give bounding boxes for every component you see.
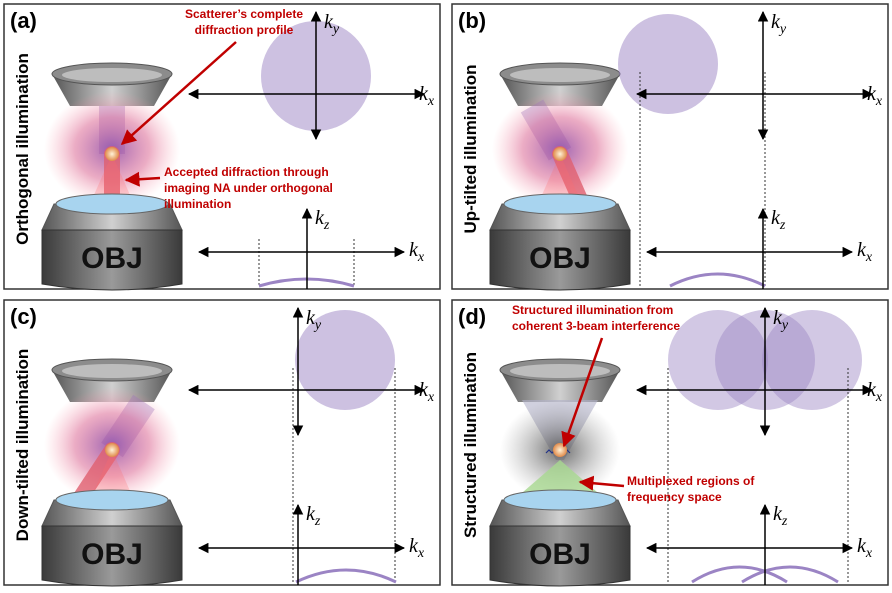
objective-lens bbox=[56, 490, 168, 510]
axis-label: kz bbox=[306, 503, 321, 529]
axis-label-sub: z bbox=[779, 218, 786, 233]
objective-cup-inner bbox=[510, 68, 610, 82]
scatterer bbox=[105, 147, 119, 161]
annotation-line: frequency space bbox=[627, 490, 722, 504]
annotation: Multiplexed regions of frequency space bbox=[627, 474, 755, 504]
ewald-arc bbox=[670, 274, 765, 286]
axis-label: kz bbox=[315, 207, 330, 233]
objective-lens bbox=[504, 490, 616, 510]
side-label: Orthogonal illumination bbox=[13, 53, 32, 245]
panel: OBJ (b) Up-tilted illumination ky kx kz kx bbox=[452, 4, 888, 290]
axis-label: kx bbox=[409, 535, 425, 561]
axis-label-sub: x bbox=[865, 546, 873, 561]
objective-cup-inner bbox=[510, 364, 610, 378]
side-label: Structured illumination bbox=[461, 352, 480, 538]
axis-label-sub: x bbox=[427, 390, 435, 405]
side-label: Up-tilted illumination bbox=[461, 64, 480, 233]
axis-label-sub: x bbox=[875, 94, 883, 109]
annotation: Structured illumination from coherent 3-b… bbox=[512, 303, 680, 333]
annotation: Accepted diffraction through imaging NA u… bbox=[164, 165, 333, 211]
axis-label-sub: x bbox=[875, 390, 883, 405]
axis-label: kz bbox=[773, 503, 788, 529]
axis-label-sub: y bbox=[778, 22, 787, 37]
axis-label: kx bbox=[419, 83, 435, 109]
annotation-line: Multiplexed regions of bbox=[627, 474, 755, 488]
side-label: Down-tilted illumination bbox=[13, 349, 32, 542]
panel: OBJ(a)Orthogonal illuminationkykxkzkxSca… bbox=[4, 4, 440, 290]
axis-label-sub: z bbox=[314, 514, 321, 529]
pupil-disk bbox=[618, 14, 718, 114]
objective-lens bbox=[504, 194, 616, 214]
objective-label: OBJ bbox=[81, 538, 143, 571]
annotation-line: imaging NA under orthogonal bbox=[164, 181, 333, 195]
axis-label: kx bbox=[409, 239, 425, 265]
axis-label: kz bbox=[771, 207, 786, 233]
objective-label: OBJ bbox=[529, 538, 591, 571]
panel-label: (b) bbox=[458, 8, 486, 33]
objective-cup-inner bbox=[62, 68, 162, 82]
objective-lens bbox=[56, 194, 168, 214]
panel: OBJ(d)Structured illuminationkykxkzkxStr… bbox=[452, 300, 888, 586]
axis-label: kx bbox=[867, 379, 883, 405]
panel-label: (a) bbox=[10, 8, 37, 33]
panel-label: (c) bbox=[10, 304, 37, 329]
annotation-line: coherent 3-beam interference bbox=[512, 319, 680, 333]
scatterer bbox=[105, 443, 119, 457]
objective-label: OBJ bbox=[529, 242, 591, 275]
axis-label-sub: x bbox=[427, 94, 435, 109]
panel-label: (d) bbox=[458, 304, 486, 329]
axis-label: kx bbox=[867, 83, 883, 109]
annotation: Scatterer’s complete diffraction profile bbox=[185, 7, 303, 37]
annotation-line: illumination bbox=[164, 197, 231, 211]
axis-label-sub: y bbox=[331, 22, 340, 37]
scatterer bbox=[553, 147, 567, 161]
axis-label: kx bbox=[857, 239, 873, 265]
axis-label: ky bbox=[771, 11, 787, 37]
axis-label-sub: x bbox=[865, 250, 873, 265]
annotation-line: Scatterer’s complete bbox=[185, 7, 303, 21]
annotation-line: Accepted diffraction through bbox=[164, 165, 329, 179]
axis-label-sub: y bbox=[780, 318, 789, 333]
axis-label-sub: z bbox=[323, 218, 330, 233]
axis-label-sub: y bbox=[313, 318, 322, 333]
ewald-arc bbox=[296, 570, 396, 582]
figure: OBJ (a) Orthogonal illumination ky kx kz kx Sca… bbox=[0, 0, 892, 593]
annotation-line: diffraction profile bbox=[195, 23, 294, 37]
annotation-line: Structured illumination from bbox=[512, 303, 673, 317]
axis-label-sub: x bbox=[417, 546, 425, 561]
objective-label: OBJ bbox=[81, 242, 143, 275]
axis-label-sub: x bbox=[417, 250, 425, 265]
axis-label: kx bbox=[419, 379, 435, 405]
objective-cup-inner bbox=[62, 364, 162, 378]
axis-label-sub: z bbox=[781, 514, 788, 529]
axis-label: kx bbox=[857, 535, 873, 561]
